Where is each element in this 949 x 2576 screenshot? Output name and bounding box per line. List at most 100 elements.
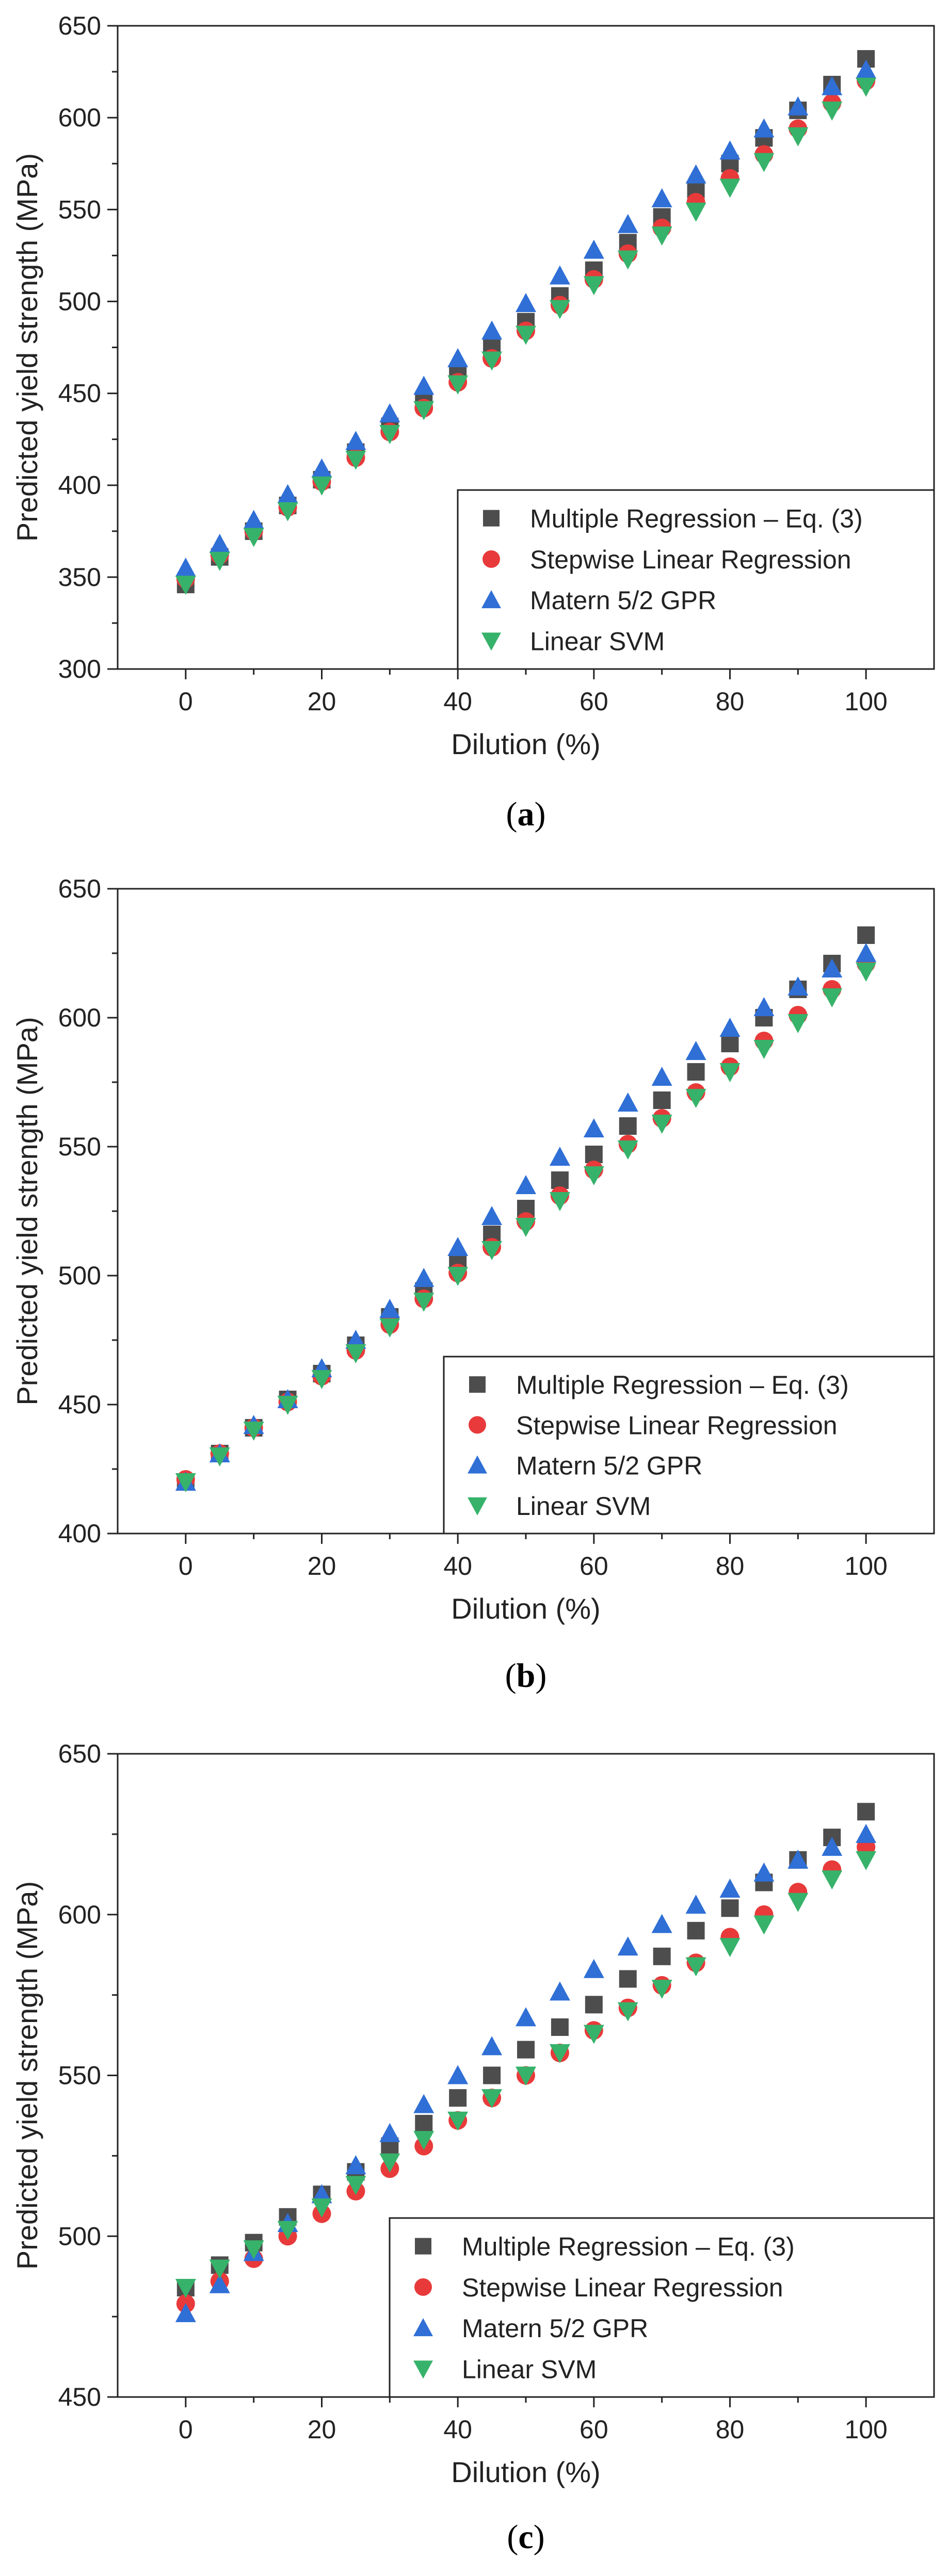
data-point — [619, 1970, 637, 1988]
legend-marker — [414, 2278, 432, 2296]
legend-label: Stepwise Linear Regression — [530, 545, 851, 574]
panel-caption: (c) — [507, 2518, 544, 2556]
data-point — [549, 1192, 570, 1211]
data-point — [719, 1878, 741, 1898]
data-point — [787, 1849, 809, 1869]
y-tick-label: 400 — [58, 1519, 101, 1548]
data-point — [685, 202, 706, 222]
data-point — [753, 118, 775, 138]
data-point — [822, 1870, 843, 1890]
chart-panel-b: 0 20 40 60 80 100 400 450 500 550 600 650 Dilution (… — [11, 874, 935, 1694]
data-point — [517, 2041, 535, 2059]
x-tick-label: 40 — [443, 1552, 472, 1580]
data-point — [415, 2115, 433, 2133]
x-tick-label: 80 — [716, 1552, 745, 1580]
data-point — [583, 1959, 604, 1978]
data-point — [209, 2274, 230, 2293]
data-point — [651, 1067, 672, 1086]
legend: Multiple Regression – Eq. (3) Stepwise Li… — [389, 2217, 935, 2398]
series-2 — [175, 59, 877, 577]
data-point — [719, 1018, 741, 1037]
data-point — [481, 2089, 503, 2109]
data-point — [413, 376, 435, 395]
legend-marker — [415, 2238, 431, 2255]
data-point — [651, 1914, 672, 1933]
x-tick-label: 20 — [308, 687, 336, 716]
legend-label: Multiple Regression – Eq. (3) — [516, 1371, 849, 1399]
y-tick-label: 650 — [58, 874, 101, 903]
data-point — [277, 502, 298, 521]
data-point — [787, 976, 809, 996]
data-point — [516, 2007, 536, 2027]
y-tick-label: 350 — [58, 563, 101, 592]
data-point — [516, 1218, 536, 1237]
data-point — [311, 458, 332, 478]
data-point — [243, 2240, 264, 2260]
data-point — [481, 351, 503, 371]
y-tick-label: 550 — [58, 2061, 101, 2090]
data-point — [856, 1851, 877, 1870]
data-point — [685, 1895, 706, 1914]
legend: Multiple Regression – Eq. (3) Stepwise Li… — [443, 1356, 935, 1535]
legend-marker — [482, 550, 500, 568]
data-point — [856, 59, 877, 79]
data-point — [447, 2111, 469, 2131]
data-point — [209, 551, 230, 571]
data-point — [787, 1014, 809, 1033]
y-tick-label: 650 — [58, 1739, 101, 1768]
data-point — [483, 2066, 501, 2084]
data-point — [549, 265, 570, 285]
data-point — [719, 178, 741, 198]
data-point — [753, 1915, 775, 1935]
panel-caption: (a) — [506, 795, 546, 833]
y-tick-label: 600 — [58, 103, 101, 132]
x-tick-label: 60 — [580, 687, 608, 716]
chart-panel-c: 0 20 40 60 80 100 450 500 550 600 650 Dilution (%) P… — [11, 1739, 935, 2556]
data-point — [449, 2089, 467, 2107]
data-point — [617, 1936, 638, 1956]
series-3 — [175, 963, 877, 1492]
data-point — [719, 1063, 741, 1082]
data-point — [413, 2094, 435, 2113]
data-point — [753, 997, 775, 1016]
data-point — [549, 1147, 570, 1166]
y-tick-label: 450 — [58, 1390, 101, 1419]
data-point — [516, 1175, 536, 1194]
data-point — [653, 1091, 671, 1109]
data-point — [277, 2221, 298, 2240]
legend-marker — [481, 632, 501, 651]
y-tick-label: 450 — [58, 2383, 101, 2411]
legend-marker — [481, 590, 501, 609]
data-point — [822, 76, 843, 95]
data-point — [516, 292, 536, 312]
data-point — [617, 250, 638, 270]
data-point — [651, 226, 672, 246]
y-tick-label: 500 — [58, 1261, 101, 1290]
data-point — [379, 1318, 400, 1338]
data-point — [583, 1118, 604, 1137]
data-point — [549, 1981, 570, 2001]
data-point — [857, 1803, 875, 1821]
data-point — [585, 1146, 603, 1163]
legend-label: Multiple Regression – Eq. (3) — [530, 504, 863, 533]
data-point — [175, 2303, 196, 2322]
data-point — [243, 528, 264, 547]
x-tick-label: 80 — [716, 2415, 745, 2444]
x-tick-label: 0 — [179, 2415, 193, 2444]
data-point — [481, 1241, 503, 1260]
data-point — [583, 239, 604, 259]
data-point — [311, 2198, 332, 2218]
y-tick-label: 650 — [58, 11, 101, 40]
data-point — [481, 1206, 503, 1225]
y-tick-label: 500 — [58, 2222, 101, 2251]
data-point — [549, 2044, 570, 2063]
x-tick-label: 20 — [308, 1552, 336, 1580]
data-point — [787, 96, 809, 116]
x-tick-label: 60 — [580, 2415, 608, 2444]
data-point — [551, 1171, 569, 1189]
data-point — [856, 1823, 877, 1843]
legend-marker — [413, 2318, 433, 2337]
data-point — [311, 476, 332, 496]
legend: Multiple Regression – Eq. (3) Stepwise Li… — [457, 489, 935, 670]
